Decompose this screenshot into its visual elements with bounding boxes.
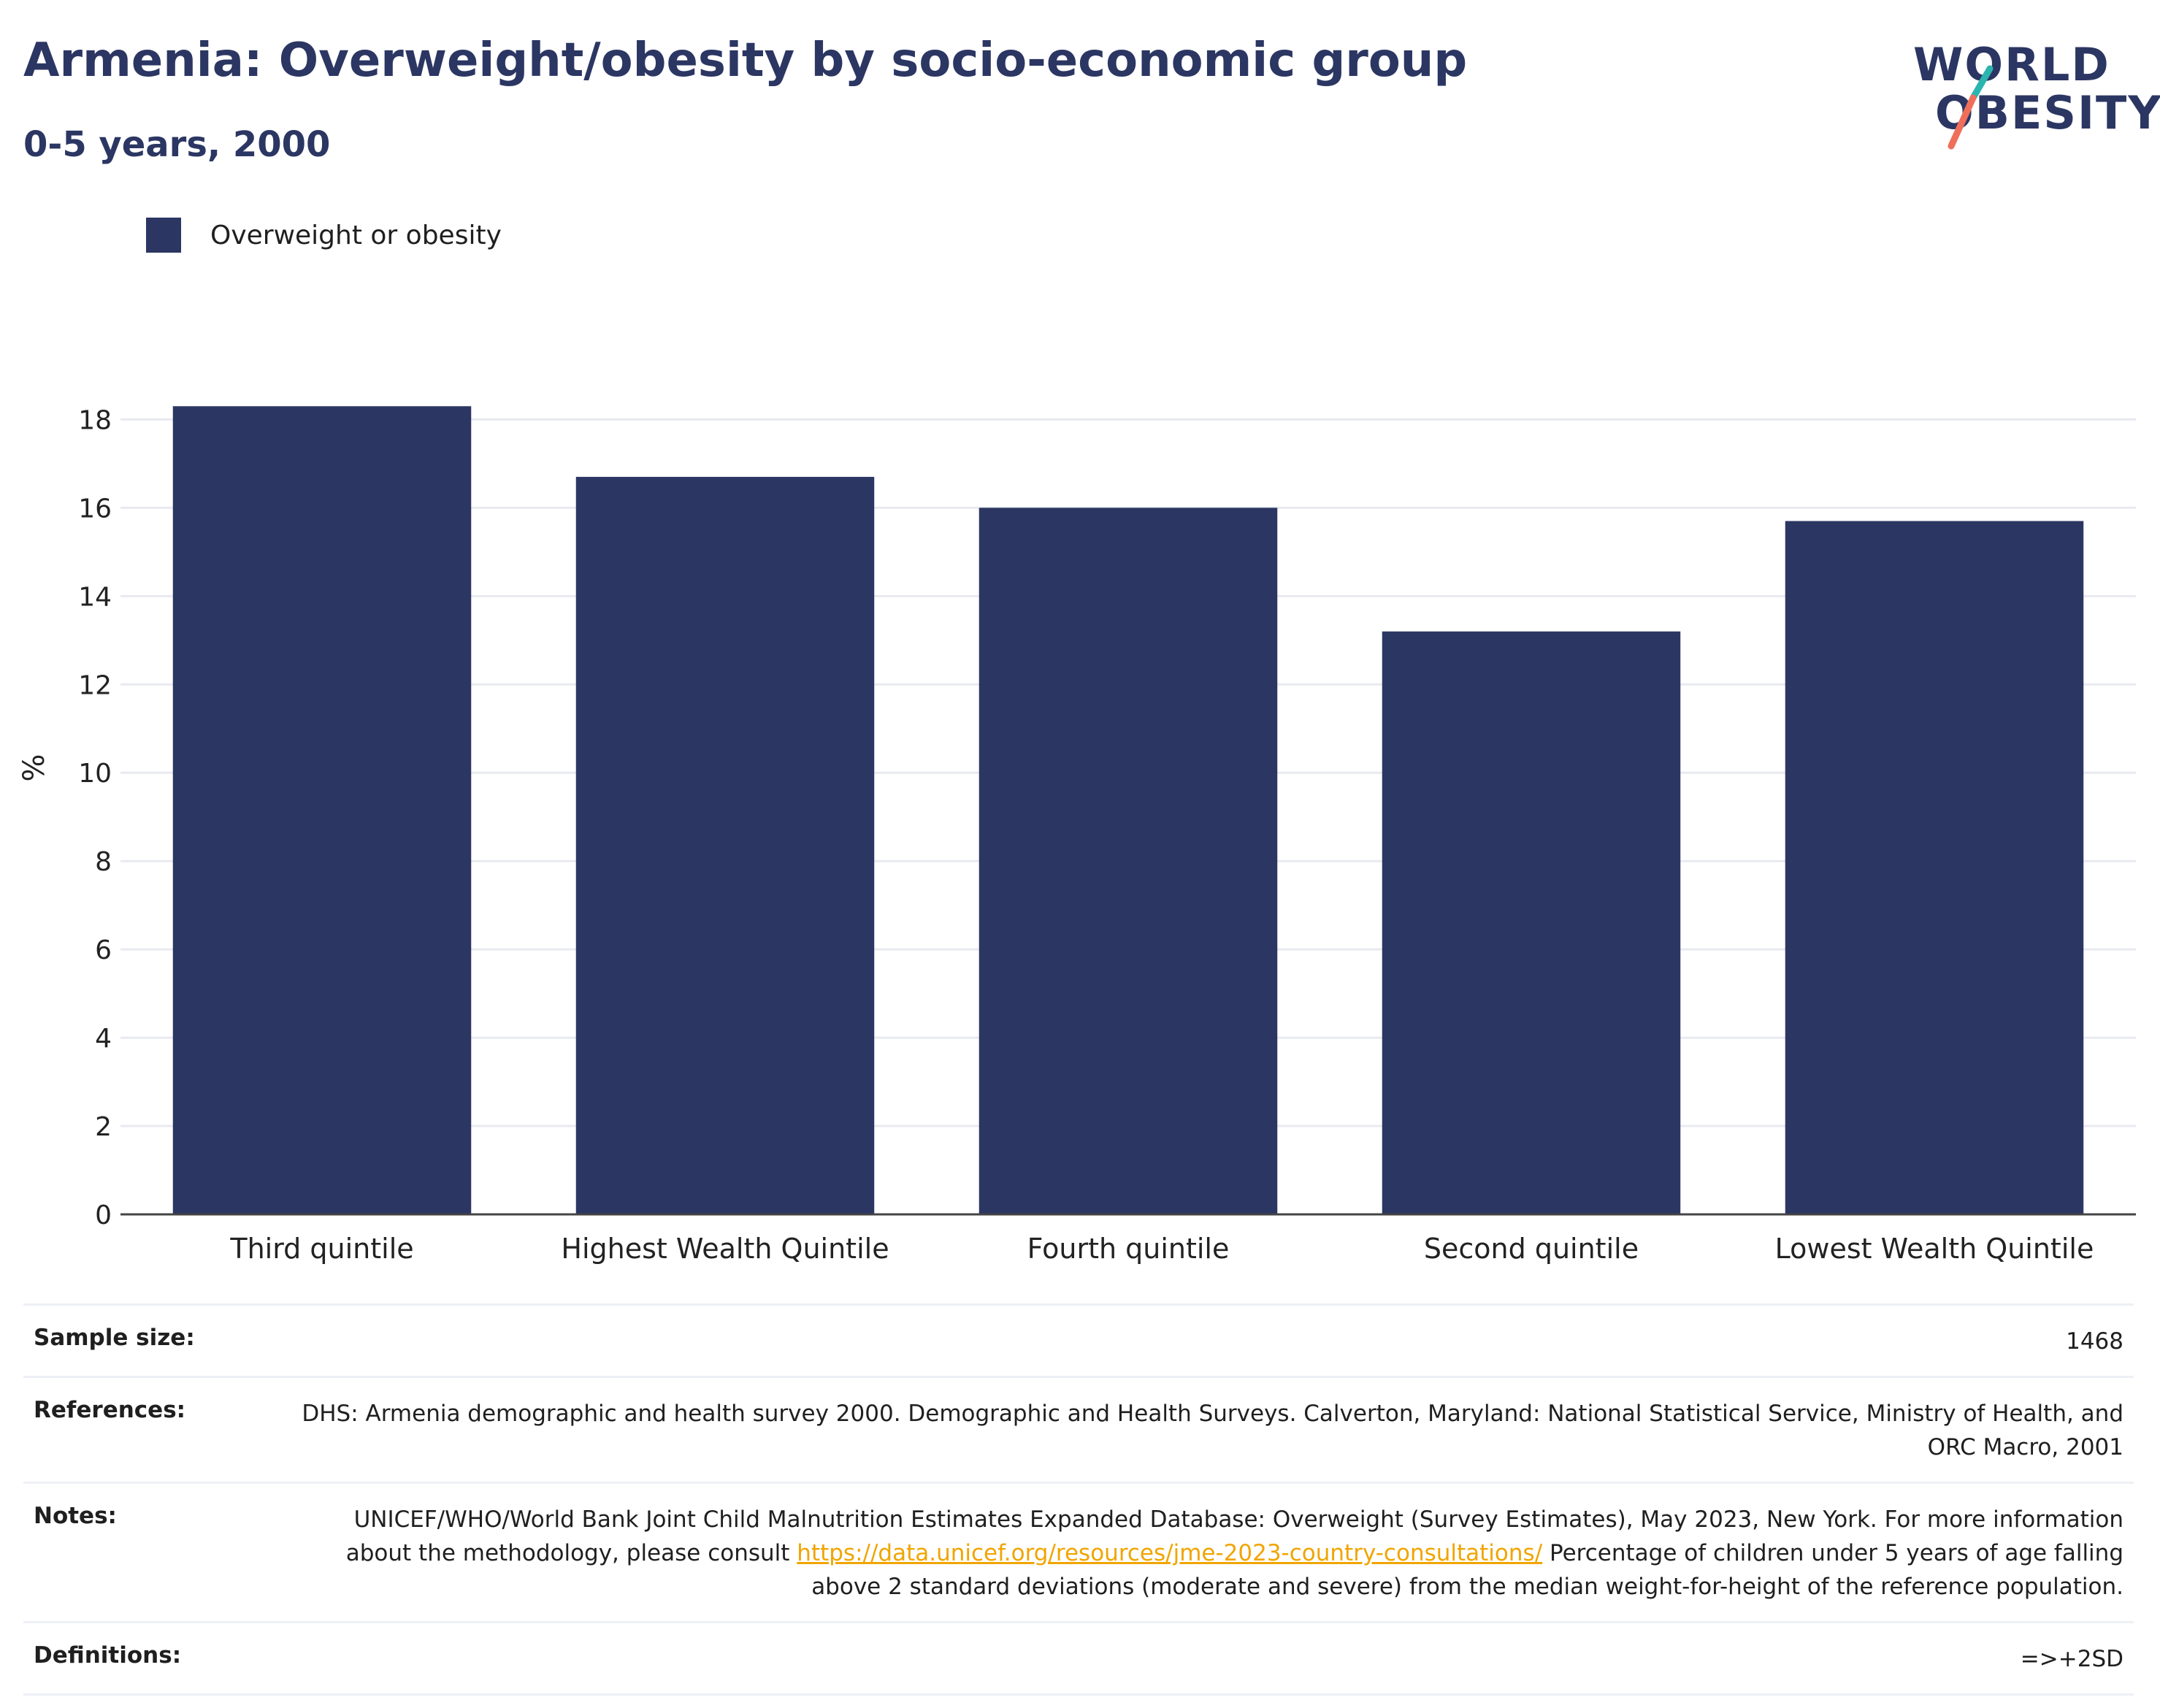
bar[interactable]: [1785, 521, 2084, 1214]
y-tick-label: 4: [95, 1024, 112, 1054]
sample-size-row: Sample size: 1468: [23, 1303, 2134, 1376]
legend: Overweight or obesity: [146, 216, 502, 254]
world-obesity-logo: WORLD OBESITY: [1913, 22, 2160, 153]
legend-label: Overweight or obesity: [210, 220, 502, 250]
y-tick-label: 12: [78, 670, 112, 700]
y-tick-label: 0: [95, 1200, 112, 1230]
bar[interactable]: [575, 477, 875, 1214]
bar[interactable]: [978, 508, 1278, 1214]
notes-value: UNICEF/WHO/World Bank Joint Child Malnut…: [298, 1503, 2123, 1604]
definitions-row: Definitions: =>+2SD: [23, 1621, 2134, 1696]
chart-title: Armenia: Overweight/obesity by socio-eco…: [23, 34, 1468, 88]
y-tick-label: 2: [95, 1112, 112, 1142]
logo-slash-icon: [1948, 65, 1994, 150]
y-tick-labels: 0 2 4 6 8 10 12 14 16 18: [78, 405, 112, 1230]
x-category-label: Third quintile: [229, 1233, 413, 1265]
chart-subtitle: 0-5 years, 2000: [23, 124, 331, 165]
logo-line-1: WORLD: [1913, 38, 2110, 91]
references-row: References: DHS: Armenia demographic and…: [23, 1376, 2134, 1482]
bars: [172, 406, 2084, 1215]
notes-text-before: UNICEF/WHO/World Bank Joint Child Malnut…: [345, 1506, 2123, 1566]
notes-row: Notes: UNICEF/WHO/World Bank Joint Child…: [23, 1482, 2134, 1621]
definitions-label: Definitions:: [34, 1642, 182, 1669]
methodology-link[interactable]: https://data.unicef.org/resources/jme-20…: [797, 1540, 1543, 1566]
y-tick-label: 16: [78, 494, 112, 524]
references-value: DHS: Armenia demographic and health surv…: [302, 1401, 2123, 1460]
y-tick-label: 10: [78, 759, 112, 789]
x-category-label: Second quintile: [1424, 1233, 1639, 1265]
notes-text-after: Percentage of children under 5 years of …: [811, 1540, 2123, 1600]
x-category-labels: Third quintile Highest Wealth Quintile Fou…: [229, 1233, 2094, 1265]
info-table: Sample size: 1468 References: DHS: Armen…: [23, 1303, 2134, 1696]
sample-size-label: Sample size:: [34, 1325, 195, 1351]
x-category-label: Fourth quintile: [1027, 1233, 1230, 1265]
bar[interactable]: [1382, 631, 1681, 1214]
legend-swatch: [146, 218, 181, 253]
y-tick-label: 8: [95, 847, 112, 877]
sample-size-value: 1468: [2066, 1328, 2123, 1355]
x-category-label: Lowest Wealth Quintile: [1775, 1233, 2094, 1265]
x-category-label: Highest Wealth Quintile: [561, 1233, 889, 1265]
notes-label: Notes:: [34, 1503, 117, 1529]
y-tick-label: 14: [78, 582, 112, 612]
y-axis-label: %: [18, 754, 51, 781]
bar-chart: 0 2 4 6 8 10 12 14 16 18 Third quintile Highest We…: [18, 405, 2136, 1265]
references-label: References:: [34, 1397, 186, 1423]
y-tick-label: 6: [95, 935, 112, 965]
definitions-value: =>+2SD: [2020, 1646, 2123, 1672]
bar[interactable]: [172, 406, 472, 1215]
y-tick-label: 18: [78, 405, 112, 435]
